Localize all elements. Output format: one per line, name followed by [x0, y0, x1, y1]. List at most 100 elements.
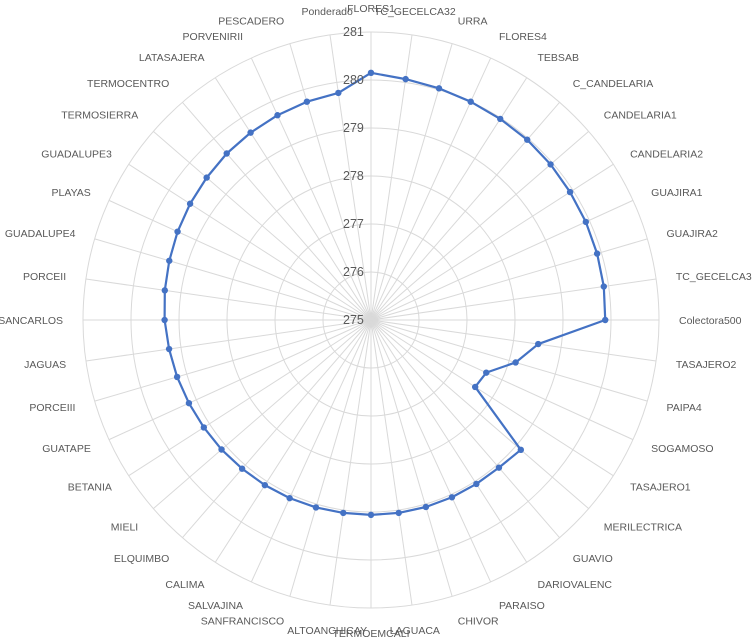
- data-point-ponderado: [335, 89, 342, 97]
- grid-spoke: [370, 319, 528, 563]
- grid-spoke: [214, 319, 372, 563]
- data-point-guadalupe4: [166, 257, 173, 264]
- data-point-jaguas: [165, 345, 173, 353]
- grid-spoke: [250, 57, 372, 321]
- category-label-merilectrica: MERILECTRICA: [604, 522, 682, 534]
- data-point-sanfrancisco: [312, 504, 320, 511]
- data-point-termosierra: [203, 174, 210, 181]
- data-point-tasajero1: [471, 383, 479, 391]
- category-label-guatape: GUATAPE: [42, 443, 91, 455]
- category-label-tasajero2: TASAJERO2: [676, 359, 737, 371]
- grid-spoke: [370, 319, 614, 477]
- data-point-porvenirii: [274, 112, 281, 119]
- category-label-jaguas: JAGUAS: [24, 359, 66, 371]
- category-label-latasajera: LATASAJERA: [139, 52, 205, 64]
- data-point-laguaca: [395, 509, 402, 517]
- grid-spoke: [94, 319, 372, 402]
- grid-spoke: [214, 77, 372, 321]
- category-label-tasajero1: TASAJERO1: [630, 482, 691, 494]
- category-label-c_candelaria: C_CANDELARIA: [573, 78, 654, 90]
- data-point-urra: [435, 85, 443, 92]
- data-point-porceii: [161, 287, 169, 294]
- data-point-guavio: [495, 464, 503, 471]
- category-label-candelaria2: CANDELARIA2: [630, 148, 703, 160]
- grid-spoke: [370, 319, 560, 538]
- category-label-paraiso: PARAISO: [499, 600, 545, 612]
- data-point-guajira2: [593, 250, 601, 257]
- tick-label: 277: [343, 217, 364, 231]
- category-label-flores4: FLORES4: [499, 31, 547, 43]
- grid-spoke: [370, 199, 634, 321]
- category-label-sogamoso: SOGAMOSO: [651, 443, 713, 455]
- data-point-c_candelaria: [524, 136, 531, 143]
- category-label-guadalupe3: GUADALUPE3: [41, 148, 112, 160]
- tick-label: 280: [343, 73, 364, 87]
- data-point-paraiso: [448, 494, 456, 501]
- category-label-altoanchicay: ALTOANCHICAY: [287, 625, 367, 637]
- category-label-guavio: GUAVIO: [573, 553, 613, 565]
- grid-spoke: [329, 34, 372, 321]
- data-point-playas: [174, 228, 181, 235]
- category-label-calima: CALIMA: [165, 579, 204, 591]
- data-point-tc_gecelca32: [402, 75, 409, 83]
- radar-series-layer: [161, 69, 609, 519]
- category-label-urra: URRA: [458, 15, 488, 27]
- grid-spoke: [250, 319, 372, 583]
- category-label-termosierra: TERMOSIERRA: [61, 109, 138, 121]
- data-point-colectora500: [602, 316, 609, 324]
- category-label-guajira1: GUAJIRA1: [651, 187, 703, 199]
- data-point-candelaria1: [547, 161, 554, 168]
- grid-spoke: [370, 319, 657, 362]
- data-point-guadalupe3: [186, 200, 194, 207]
- grid-spoke: [153, 319, 372, 509]
- category-label-tc_gecelca32: TC_GECELCA32: [374, 6, 456, 18]
- data-point-sogamoso: [483, 369, 490, 376]
- grid-spoke: [370, 319, 413, 606]
- category-label-laguaca: LAGUACA: [390, 625, 440, 637]
- data-point-latasajera: [247, 129, 254, 136]
- category-label-guadalupe4: GUADALUPE4: [5, 228, 76, 240]
- category-label-termocentro: TERMOCENTRO: [87, 78, 169, 90]
- grid-spoke: [85, 319, 372, 362]
- data-point-termoemcali: [367, 511, 375, 519]
- category-label-porvenirii: PORVENIRII: [183, 31, 244, 43]
- category-label-dariovalenc: DARIOVALENC: [538, 579, 613, 591]
- grid-spoke: [108, 199, 372, 321]
- grid-spoke: [370, 319, 648, 402]
- category-label-ponderado: Ponderado: [301, 6, 353, 18]
- category-label-flores1: FLORES1: [347, 3, 395, 15]
- grid-spoke: [370, 131, 589, 321]
- category-label-pescadero: PESCADERO: [218, 15, 284, 27]
- data-point-guatape: [185, 399, 193, 407]
- data-point-sancarlos: [161, 316, 168, 324]
- category-label-elquimbo: ELQUIMBO: [114, 553, 169, 565]
- data-point-betania: [200, 424, 208, 431]
- category-label-termoemcali: TERMOEMCALI: [332, 628, 409, 639]
- grid-spoke: [370, 319, 492, 583]
- data-point-paipa4: [512, 359, 519, 366]
- grid-spoke: [370, 319, 589, 509]
- radar-grid: [82, 31, 660, 609]
- data-point-chivor: [422, 503, 430, 511]
- category-label-chivor: CHIVOR: [458, 616, 499, 628]
- data-point-tebsab: [497, 115, 504, 123]
- tick-label: 281: [343, 25, 364, 39]
- data-point-tasajero2: [535, 340, 542, 348]
- category-label-porceii: PORCEII: [23, 271, 66, 283]
- grid-spoke: [128, 163, 372, 321]
- grid-spoke: [370, 238, 648, 321]
- data-point-termocentro: [223, 150, 230, 157]
- data-point-tc_gecelca3: [600, 283, 608, 290]
- category-label-sancarlos: SANCARLOS: [0, 315, 63, 327]
- data-point-merilectrica: [517, 446, 525, 454]
- grid-spoke: [182, 319, 372, 538]
- category-label-tc_gecelca3: TC_GECELCA3: [676, 271, 752, 283]
- grid-spoke: [108, 319, 372, 441]
- data-point-guajira1: [582, 218, 590, 226]
- grid-spoke: [94, 238, 372, 321]
- data-point-elquimbo: [238, 465, 246, 472]
- data-point-flores4: [467, 98, 474, 105]
- category-label-candelaria1: CANDELARIA1: [604, 109, 677, 121]
- grid-spoke: [153, 131, 372, 321]
